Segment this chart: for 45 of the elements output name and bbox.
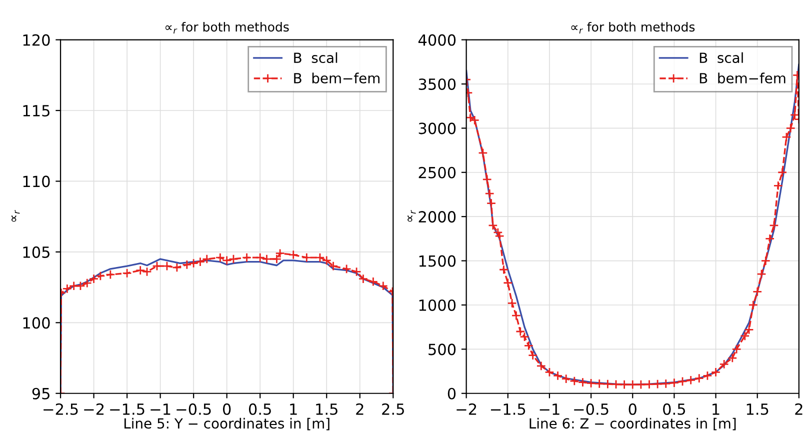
chart-title: ∝$_{r}$ for both methods [165, 22, 289, 34]
x-tick-label: −2 [84, 403, 104, 415]
x-axis-title: Line 6: Z − coordinates in [m] [530, 418, 736, 430]
x-tick-label: 1.5 [746, 404, 768, 415]
x-tick-label: −1 [540, 404, 560, 415]
legend-label: B bem−fem [700, 72, 786, 84]
y-tick-label: 2500 [418, 166, 456, 178]
y-tick-label: 115 [23, 105, 50, 117]
y-axis-title: ∝$_{r}$ [408, 210, 416, 222]
chart-title: ∝$_{r}$ for both methods [571, 22, 695, 34]
x-tick-label: −1.5 [110, 404, 144, 415]
x-tick-label: −0.5 [574, 403, 608, 415]
y-tick-label: 105 [23, 246, 50, 258]
x-tick-label: 2.5 [382, 403, 404, 415]
x-axis-title: Line 5: Y − coordinates in [m] [124, 418, 330, 430]
x-tick-label: −1.5 [490, 404, 526, 415]
x-tick-label: −1 [150, 404, 170, 415]
x-tick-label: 0.5 [663, 403, 686, 415]
y-tick-label: 1000 [419, 299, 456, 311]
legend-label: B scal [700, 52, 743, 64]
legend-label: B scal [294, 52, 338, 64]
y-tick-label: 110 [23, 176, 50, 188]
y-tick-label: 100 [23, 317, 50, 329]
x-tick-label: 2 [356, 403, 364, 415]
y-tick-label: 120 [23, 34, 50, 46]
y-tick-label: 0 [448, 388, 456, 400]
x-tick-label: 1 [712, 404, 720, 415]
x-tick-label: 0 [222, 403, 231, 415]
legend-label: B bem−fem [294, 72, 380, 84]
x-tick-label: −0.5 [176, 403, 211, 415]
y-tick-label: 2000 [418, 211, 456, 223]
x-tick-label: 2 [795, 403, 802, 415]
y-tick-label: 4000 [418, 34, 456, 46]
x-tick-label: 0.5 [248, 403, 271, 415]
y-tick-label: 3000 [418, 122, 456, 134]
y-tick-label: 95 [32, 388, 50, 400]
x-tick-label: 0 [628, 403, 636, 415]
x-tick-label: 1.5 [316, 404, 338, 415]
x-tick-label: −2.5 [44, 403, 78, 415]
y-tick-label: 1500 [419, 255, 456, 267]
x-tick-label: −2 [456, 403, 476, 415]
y-axis-title: ∝$_{r}$ [12, 210, 20, 222]
y-tick-label: 3500 [418, 78, 456, 90]
y-tick-label: 500 [428, 344, 456, 356]
x-tick-label: 1 [290, 404, 297, 415]
